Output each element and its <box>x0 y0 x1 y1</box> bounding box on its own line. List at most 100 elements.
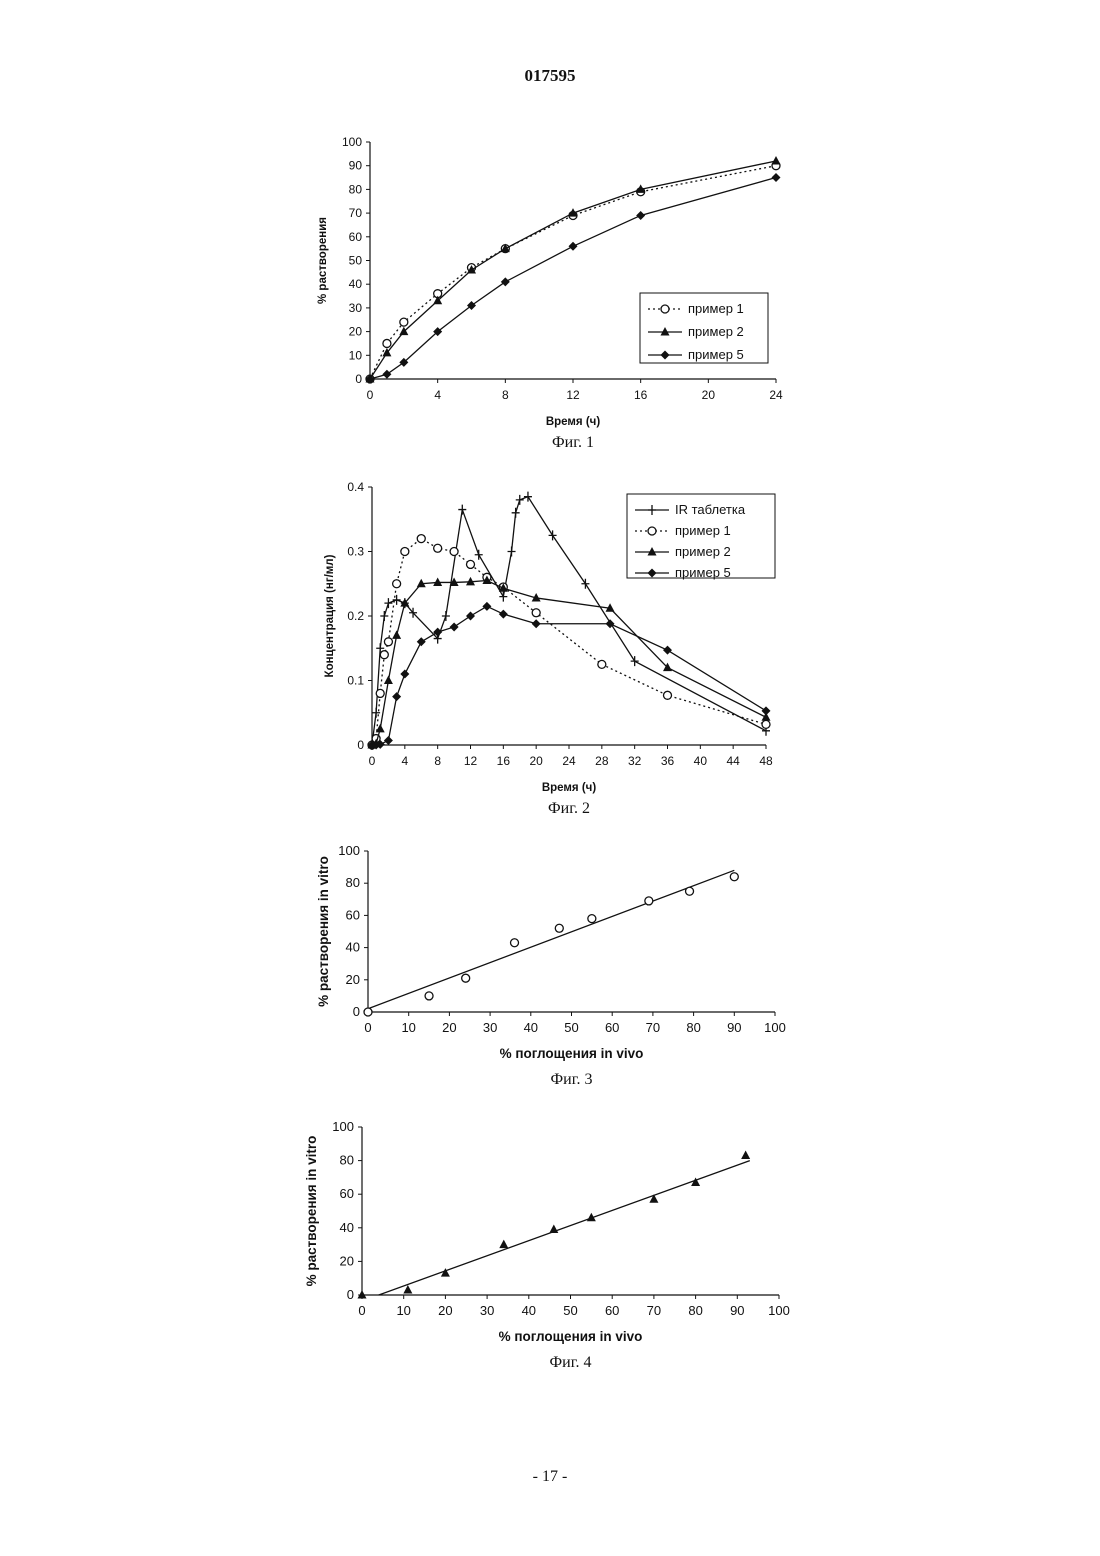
x-tick-label: 10 <box>396 1303 410 1318</box>
data-point <box>532 609 540 617</box>
figure-caption: Фиг. 1 <box>552 434 594 451</box>
data-point <box>442 611 450 621</box>
y-tick-label: 80 <box>349 182 363 196</box>
y-tick-label: 20 <box>340 1253 354 1268</box>
legend-marker <box>661 305 669 313</box>
y-tick-label: 20 <box>346 972 360 987</box>
y-axis-label: % растворения in vitro <box>316 856 331 1007</box>
x-tick-label: 60 <box>605 1303 619 1318</box>
x-tick-label: 60 <box>605 1020 619 1035</box>
x-tick-label: 30 <box>483 1020 497 1035</box>
data-point <box>380 611 388 621</box>
x-tick-label: 8 <box>502 388 509 402</box>
x-tick-label: 70 <box>647 1303 661 1318</box>
data-point <box>392 630 401 639</box>
figure-caption: Фиг. 2 <box>548 800 590 817</box>
y-tick-label: 40 <box>340 1220 354 1235</box>
data-point <box>664 691 672 699</box>
legend-label: IR таблетка <box>675 502 746 517</box>
data-point <box>512 508 520 518</box>
page-number: - 17 - <box>0 1468 1100 1486</box>
data-point <box>392 692 401 701</box>
legend-label: пример 2 <box>675 544 731 559</box>
series-3 <box>368 576 771 749</box>
x-tick-label: 44 <box>726 754 740 768</box>
x-tick-label: 8 <box>434 754 441 768</box>
data-point <box>741 1151 750 1160</box>
data-point <box>508 547 516 557</box>
x-tick-label: 100 <box>764 1020 786 1035</box>
y-tick-label: 40 <box>349 277 363 291</box>
figure-caption: Фиг. 4 <box>550 1354 592 1371</box>
figure-3-correlation-chart: 0204060801000102030405060708090100% погл… <box>0 830 1100 1100</box>
y-tick-label: 90 <box>349 159 363 173</box>
x-tick-label: 40 <box>522 1303 536 1318</box>
figure-4-correlation-chart: 0204060801000102030405060708090100% погл… <box>0 1100 1100 1390</box>
y-tick-label: 20 <box>349 325 363 339</box>
x-tick-label: 16 <box>497 754 511 768</box>
x-tick-label: 0 <box>358 1303 365 1318</box>
y-tick-label: 100 <box>342 135 362 149</box>
data-point <box>384 676 393 685</box>
x-tick-label: 0 <box>367 388 374 402</box>
data-point <box>649 1194 658 1203</box>
data-point <box>450 548 458 556</box>
x-axis-label: % поглощения in vivo <box>500 1046 644 1061</box>
data-point <box>425 992 433 1000</box>
data-point <box>762 706 771 715</box>
legend-label: пример 5 <box>675 565 731 580</box>
data-point <box>462 974 470 982</box>
data-point <box>372 708 380 718</box>
data-point <box>516 495 524 505</box>
data-point <box>645 897 653 905</box>
series-line <box>372 581 766 745</box>
data-point <box>380 651 388 659</box>
legend-label: пример 2 <box>688 324 744 339</box>
x-tick-label: 4 <box>401 754 408 768</box>
x-tick-label: 100 <box>768 1303 790 1318</box>
data-point <box>511 939 519 947</box>
data-point <box>532 619 541 628</box>
y-tick-label: 80 <box>340 1153 354 1168</box>
data-point <box>686 887 694 895</box>
x-tick-label: 50 <box>563 1303 577 1318</box>
y-tick-label: 70 <box>349 206 363 220</box>
x-axis-label: % поглощения in vivo <box>499 1329 643 1344</box>
x-tick-label: 50 <box>564 1020 578 1035</box>
data-point <box>730 873 738 881</box>
y-tick-label: 40 <box>346 940 360 955</box>
x-tick-label: 90 <box>730 1303 744 1318</box>
x-tick-label: 0 <box>369 754 376 768</box>
x-tick-label: 80 <box>688 1303 702 1318</box>
y-tick-label: 0 <box>357 738 364 752</box>
x-tick-label: 90 <box>727 1020 741 1035</box>
legend-marker <box>648 527 656 535</box>
data-point <box>417 535 425 543</box>
x-tick-label: 30 <box>480 1303 494 1318</box>
data-point <box>383 339 391 347</box>
data-point <box>467 560 475 568</box>
y-tick-label: 0 <box>355 372 362 386</box>
x-tick-label: 24 <box>562 754 576 768</box>
data-point <box>466 612 475 621</box>
data-point <box>598 660 606 668</box>
y-tick-label: 10 <box>349 348 363 362</box>
x-tick-label: 20 <box>702 388 716 402</box>
figure-1-dissolution-chart: 010203040506070809010004812162024Время (… <box>0 120 1100 460</box>
x-tick-label: 24 <box>769 388 783 402</box>
y-tick-label: 30 <box>349 301 363 315</box>
x-tick-label: 12 <box>566 388 580 402</box>
data-point <box>549 1224 558 1233</box>
x-tick-label: 4 <box>434 388 441 402</box>
x-tick-label: 12 <box>464 754 478 768</box>
legend-label: пример 1 <box>675 523 731 538</box>
x-axis-label: Время (ч) <box>546 416 600 428</box>
series-4 <box>368 602 771 750</box>
x-tick-label: 36 <box>661 754 675 768</box>
y-tick-label: 60 <box>340 1186 354 1201</box>
x-tick-label: 80 <box>686 1020 700 1035</box>
data-point <box>417 637 426 646</box>
data-point <box>401 548 409 556</box>
data-point <box>499 1240 508 1249</box>
legend-label: пример 1 <box>688 301 744 316</box>
